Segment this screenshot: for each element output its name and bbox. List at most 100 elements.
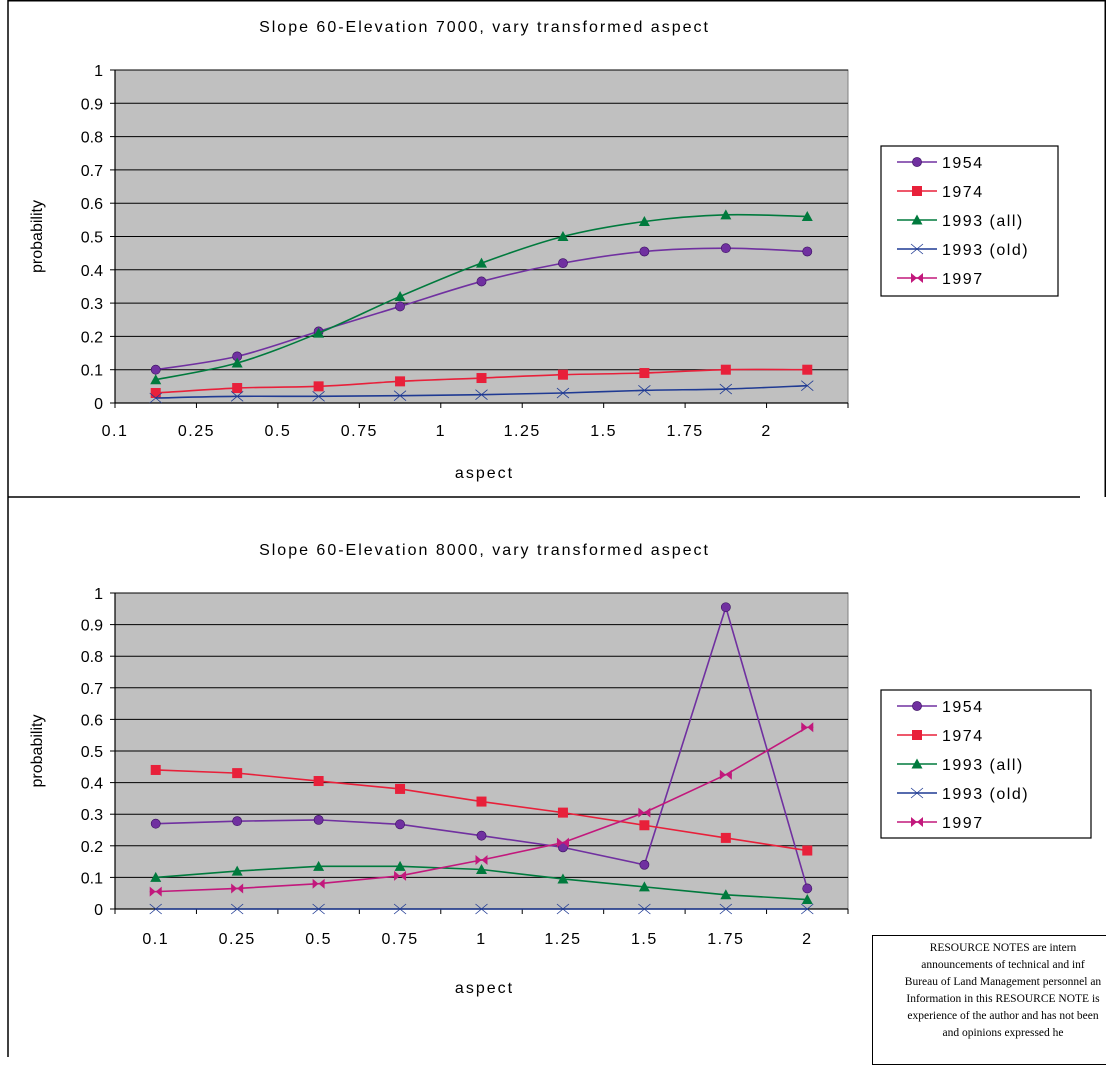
- legend: 1954 1974 1993 (all) 1993 (old) 1997: [880, 145, 1059, 297]
- series-1993-all-: [150, 209, 813, 385]
- notice-line: Bureau of Land Management personnel an: [904, 976, 1102, 988]
- legend-marker: [911, 214, 923, 225]
- data-point: [801, 380, 814, 391]
- y-tick-label: 0.8: [81, 649, 103, 666]
- y-tick-label: 1: [94, 586, 103, 603]
- notice-line: announcements of technical and inf: [921, 959, 1085, 971]
- data-point: [719, 383, 733, 395]
- x-tick-label: 2: [802, 931, 812, 948]
- chart-title: Slope 60-Elevation 7000, vary transforme…: [259, 19, 710, 36]
- y-tick-label: 0.9: [81, 96, 103, 113]
- legend-box: [880, 145, 1059, 297]
- data-point: [639, 859, 650, 870]
- chart-elevation-8000: Slope 60-Elevation 8000, vary transforme…: [29, 542, 1092, 997]
- legend-marker: [912, 701, 922, 711]
- data-point: [638, 385, 651, 396]
- x-tick-label: 1.25: [504, 423, 541, 440]
- data-point: [801, 903, 814, 915]
- data-point: [476, 830, 487, 841]
- data-point: [393, 390, 407, 401]
- data-point: [149, 903, 162, 915]
- series-1993-old-: [149, 380, 814, 404]
- data-point: [395, 301, 405, 312]
- x-tick-label: 0.75: [381, 931, 418, 948]
- y-tick-label: 0.5: [81, 744, 103, 761]
- data-point: [313, 327, 325, 338]
- data-point: [232, 816, 243, 827]
- y-tick-label: 0.2: [81, 839, 103, 856]
- data-point: [150, 364, 161, 375]
- legend-marker: [912, 186, 922, 196]
- y-tick-label: 0.7: [81, 163, 103, 180]
- data-point: [720, 243, 731, 254]
- x-tick-label: 1: [436, 423, 446, 440]
- data-point: [149, 392, 162, 404]
- data-point: [720, 602, 731, 613]
- data-point: [230, 391, 244, 402]
- chart-title: Slope 60-Elevation 8000, vary transforme…: [259, 542, 710, 559]
- x-tick-label: 1.25: [544, 931, 581, 948]
- data-point: [801, 211, 813, 222]
- x-tick-label: 1.75: [707, 931, 744, 948]
- series-1974: [150, 364, 813, 399]
- y-tick-label: 0.6: [81, 712, 103, 729]
- legend-label: 1993 (old): [942, 242, 1029, 259]
- legend-marker: [912, 157, 922, 167]
- legend-marker: [910, 787, 924, 799]
- data-point: [231, 865, 243, 876]
- y-tick-label: 1: [94, 63, 103, 80]
- x-tick-label: 0.75: [341, 423, 378, 440]
- y-tick-label: 0: [94, 902, 103, 919]
- data-point: [720, 832, 731, 843]
- legend: 1954 1974 1993 (all) 1993 (old) 1997: [880, 689, 1092, 839]
- data-point: [230, 903, 244, 915]
- notice-line: experience of the author and has not bee…: [907, 1010, 1099, 1022]
- x-tick-label: 0.25: [178, 423, 215, 440]
- data-point: [639, 368, 650, 379]
- data-point: [558, 258, 568, 269]
- data-point: [476, 796, 487, 807]
- data-point: [638, 881, 650, 892]
- data-point: [720, 364, 731, 375]
- series-1993-all-: [150, 860, 813, 905]
- data-point: [719, 903, 733, 915]
- data-point: [150, 764, 161, 775]
- series-1974: [150, 764, 813, 856]
- y-tick-label: 0.1: [81, 363, 103, 380]
- data-point: [802, 364, 813, 375]
- x-tick-label: 1.75: [667, 423, 704, 440]
- series-1954: [150, 602, 813, 894]
- data-point: [802, 883, 813, 894]
- legend-label: 1974: [942, 184, 984, 201]
- y-tick-label: 0.1: [81, 870, 103, 887]
- data-point: [476, 276, 487, 287]
- data-point: [393, 903, 407, 915]
- data-point: [150, 818, 161, 829]
- data-point: [395, 819, 405, 830]
- data-point: [639, 246, 650, 257]
- y-tick-label: 0.3: [81, 296, 103, 313]
- x-tick-label: 2: [761, 423, 771, 440]
- x-tick-label: 0.5: [265, 423, 292, 440]
- x-tick-label: 0.25: [219, 931, 256, 948]
- data-point: [476, 864, 487, 874]
- legend-label: 1954: [942, 699, 984, 716]
- data-point: [395, 376, 406, 387]
- legend-label: 1997: [942, 815, 984, 832]
- data-point: [557, 873, 569, 884]
- legend-label: 1993 (old): [942, 786, 1029, 803]
- y-tick-label: 0.7: [81, 681, 103, 698]
- legend-label: 1974: [942, 728, 984, 745]
- y-tick-label: 0.5: [81, 230, 103, 247]
- x-tick-label: 0.1: [142, 931, 169, 948]
- notice-line: and opinions expressed he: [942, 1027, 1064, 1039]
- notice-line: RESOURCE NOTES are intern: [929, 942, 1077, 954]
- legend-marker: [911, 758, 923, 769]
- data-point: [639, 820, 650, 831]
- data-point: [476, 373, 487, 384]
- x-tick-label: 0.5: [305, 931, 332, 948]
- y-tick-label: 0.2: [81, 329, 103, 346]
- y-axis-label: probability: [29, 715, 46, 788]
- data-point: [395, 783, 406, 794]
